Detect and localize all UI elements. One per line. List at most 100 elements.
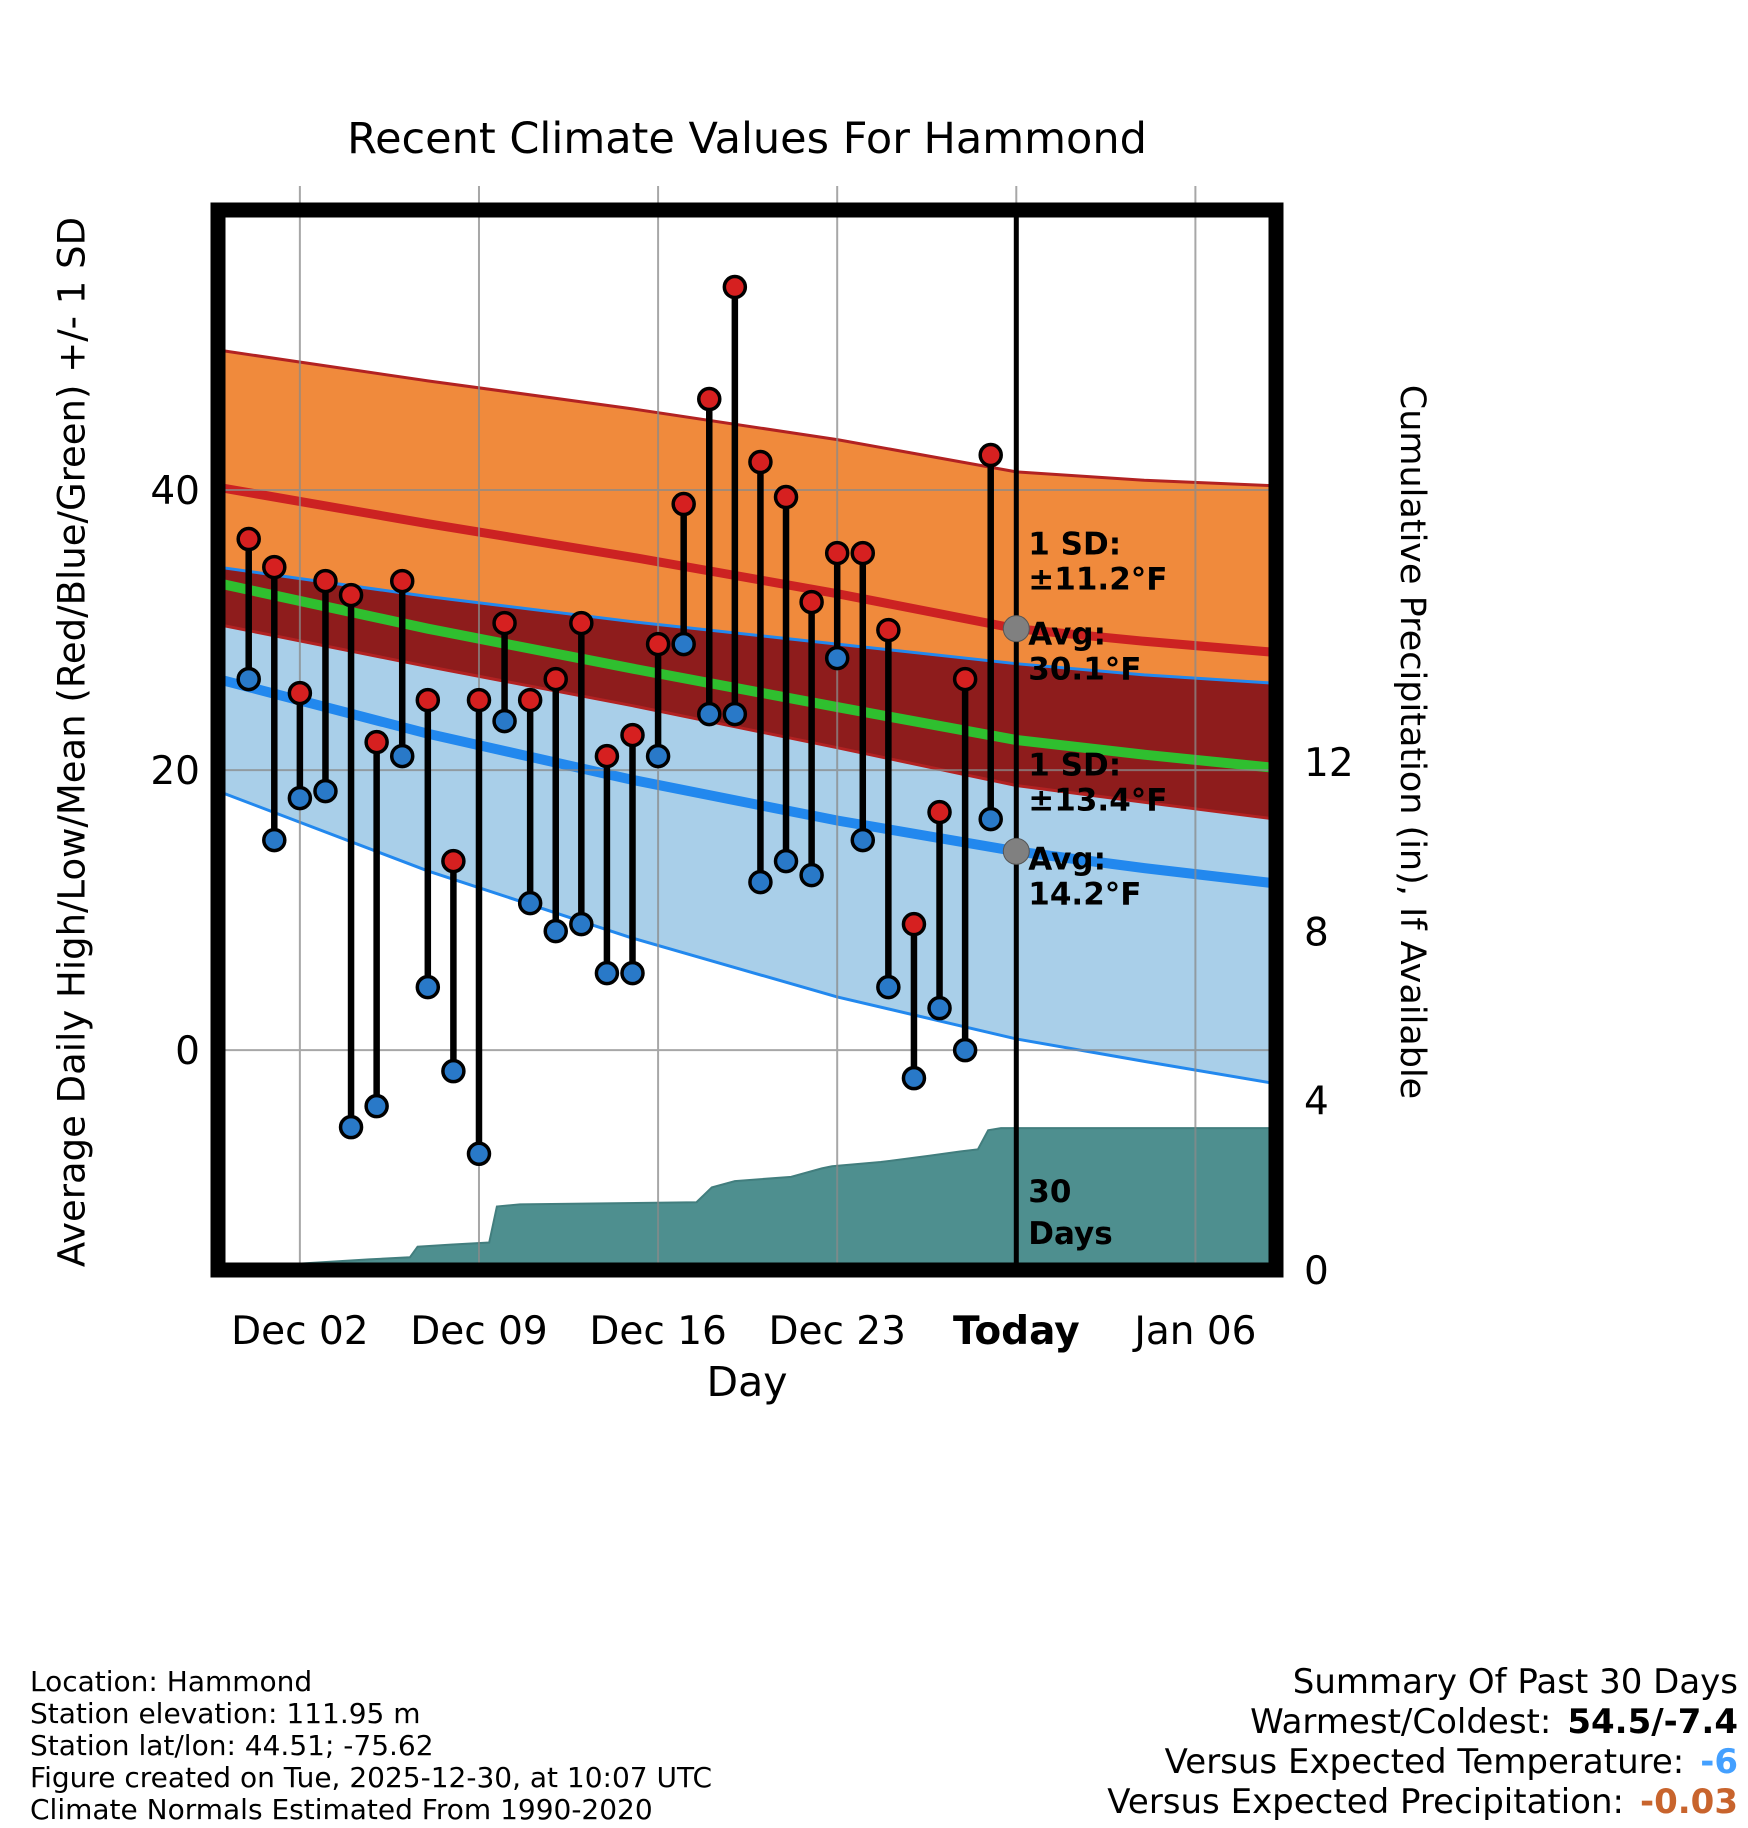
high-marker — [671, 491, 696, 517]
high-marker — [799, 589, 824, 615]
day-observation — [569, 610, 594, 937]
day-observation — [517, 687, 543, 916]
high-marker — [466, 687, 492, 713]
high-sd-annotation-text: 1 SD: — [1028, 527, 1121, 563]
summary-label: Versus Expected Precipitation: — [1107, 1782, 1624, 1822]
day-observation — [952, 666, 978, 1063]
low-marker — [850, 827, 876, 853]
day-observation — [594, 743, 620, 986]
low-marker — [441, 1058, 466, 1084]
day-observation — [850, 540, 876, 853]
page-title: Recent Climate Values For Hammond — [347, 114, 1147, 164]
low-marker — [927, 995, 952, 1021]
day-observation — [645, 631, 671, 769]
low-marker — [364, 1093, 389, 1119]
low-marker — [262, 827, 287, 853]
low-marker — [671, 631, 696, 657]
day-observation — [773, 484, 799, 874]
low-marker — [466, 1141, 492, 1167]
day-observation — [978, 442, 1003, 832]
period-annotation: 30 Days — [1028, 1174, 1112, 1252]
day-observation — [876, 617, 901, 1000]
low-marker — [799, 862, 824, 888]
period-annotation-text: Days — [1028, 1216, 1112, 1252]
low-marker — [338, 1114, 364, 1140]
low-marker — [697, 701, 722, 727]
high-marker — [236, 526, 261, 552]
low-marker — [517, 890, 543, 916]
summary-title: Summary Of Past 30 Days — [1292, 1662, 1738, 1702]
footer-elevation: Station elevation: 111.95 m — [30, 1697, 421, 1730]
day-observation — [466, 687, 492, 1167]
high-marker — [594, 743, 620, 769]
high-marker — [773, 484, 799, 510]
day-observation — [364, 729, 389, 1119]
low-marker — [569, 911, 594, 937]
day-observation — [338, 582, 364, 1140]
low-marker — [620, 960, 645, 986]
high-marker — [569, 610, 594, 636]
high-marker — [876, 617, 901, 643]
day-observation — [697, 386, 722, 727]
right-tick-label: 0 — [1304, 1249, 1329, 1294]
day-observation — [313, 568, 338, 804]
low-marker — [645, 743, 671, 769]
day-observation — [799, 589, 824, 888]
summary-row-warmest-coldest: Warmest/Coldest: 54.5/-7.4 — [1107, 1702, 1738, 1742]
x-axis-label: Day — [706, 1358, 788, 1406]
summary-value: -0.03 — [1640, 1782, 1738, 1822]
day-observation — [262, 554, 287, 853]
high-avg-annotation: Avg:30.1°F — [1028, 617, 1141, 688]
low-marker — [748, 869, 773, 895]
low-marker — [236, 666, 261, 692]
high-marker — [952, 666, 978, 692]
period-annotation-text: 30 — [1028, 1174, 1071, 1210]
high-marker — [415, 687, 441, 713]
day-observation — [287, 680, 313, 811]
footer-normals: Climate Normals Estimated From 1990-2020 — [30, 1793, 653, 1826]
low-marker — [543, 918, 568, 944]
summary-value: 54.5/-7.4 — [1567, 1702, 1738, 1742]
high-marker — [262, 554, 287, 580]
left-tick-label: 40 — [150, 469, 200, 514]
low-marker — [492, 708, 517, 734]
low-sd-annotation: 1 SD:±13.4°F — [1028, 747, 1167, 818]
high-marker — [978, 442, 1003, 468]
right-tick-label: 8 — [1304, 910, 1329, 955]
day-observation — [236, 526, 261, 692]
high-marker — [441, 848, 466, 874]
high-marker — [645, 631, 671, 657]
high-marker — [364, 729, 389, 755]
high-marker — [620, 722, 645, 748]
high-marker — [697, 386, 722, 412]
high-marker — [927, 799, 952, 825]
low-avg-annotation-text: Avg: — [1028, 841, 1106, 877]
high-avg-annotation-text: Avg: — [1028, 617, 1106, 653]
low-marker — [415, 974, 441, 1000]
right-tick-label: 12 — [1304, 741, 1354, 786]
footer-location: Location: Hammond — [30, 1665, 313, 1698]
day-observation — [671, 491, 696, 657]
low-marker — [978, 806, 1003, 832]
high-sd-annotation-text: ±11.2°F — [1028, 562, 1167, 598]
footer-latlon: Station lat/lon: 44.51; -75.62 — [30, 1729, 434, 1762]
high-marker — [543, 666, 568, 692]
day-observation — [824, 540, 850, 671]
day-observation — [543, 666, 568, 944]
x-tick-label: Jan 06 — [1131, 1309, 1256, 1354]
day-observation — [620, 722, 645, 986]
low-marker — [824, 645, 850, 671]
x-tick-label: Dec 09 — [410, 1309, 548, 1354]
summary-row-vs-temperature: Versus Expected Temperature: -6 — [1107, 1742, 1738, 1782]
high-marker — [901, 911, 927, 937]
day-observation — [441, 848, 466, 1084]
x-tick-label: Dec 23 — [768, 1309, 906, 1354]
day-observation — [492, 610, 517, 734]
low-marker — [952, 1037, 978, 1063]
high-marker — [517, 687, 543, 713]
day-observation — [415, 687, 441, 1000]
high-avg-annotation-text: 30.1°F — [1028, 652, 1141, 688]
high-marker — [389, 568, 415, 594]
plot-border — [210, 202, 1284, 1278]
